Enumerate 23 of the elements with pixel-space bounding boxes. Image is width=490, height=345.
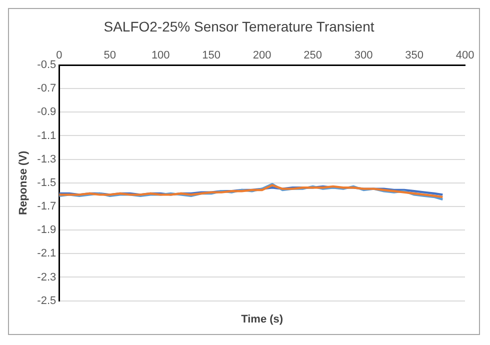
y-tick-label: -0.5 [37,59,56,72]
x-tick-label: 100 [151,49,170,62]
y-tick-label: -1.5 [37,176,56,189]
x-tick-label: 200 [252,49,272,62]
y-tick-label: -2.5 [37,294,56,307]
y-axis-title: Reponse (V) [18,150,30,215]
x-tick-label: 50 [104,49,116,62]
x-tick-label: 150 [202,49,221,62]
y-tick-label: -2.1 [37,248,56,260]
y-tick-label: -0.7 [37,82,56,95]
x-tick-label: 400 [456,49,474,62]
x-tick-label: 300 [354,49,373,62]
x-axis-title: Time (s) [241,313,284,326]
chart-title: SALFO2-25% Sensor Temerature Transient [104,18,374,34]
y-tick-label: -0.9 [37,106,56,118]
y-tick-label: -2.3 [37,271,56,284]
x-tick-label: 350 [405,49,424,62]
y-tick-label: -1.7 [37,200,56,213]
x-tick-label: 250 [304,49,322,62]
x-tick-label: 0 [56,49,62,62]
y-tick-label: -1.9 [37,224,56,236]
y-tick-label: -1.3 [37,153,56,166]
y-tick-label: -1.1 [37,130,56,142]
